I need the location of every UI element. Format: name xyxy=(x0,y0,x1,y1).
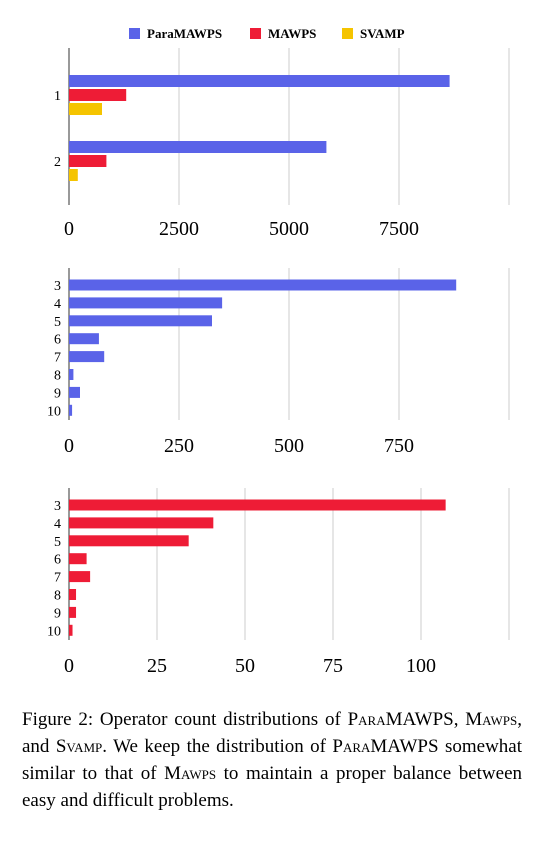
x-tick-label: 75 xyxy=(323,655,343,677)
x-tick-label: 25 xyxy=(147,655,167,677)
bar-paramawps-7 xyxy=(69,351,105,363)
bar-paramawps-4 xyxy=(69,297,223,309)
chart-operators-1-2: 0 2500 5000 7500 1 2 xyxy=(54,48,510,240)
legend-swatch-svamp xyxy=(342,28,353,39)
category-label: 8 xyxy=(54,589,61,604)
x-tick-label: 500 xyxy=(274,435,304,457)
bar-svamp-2 xyxy=(69,169,78,181)
category-label: 3 xyxy=(54,499,61,514)
x-tick-label: 50 xyxy=(235,655,255,677)
figure-caption: Figure 2: Operator count distributions o… xyxy=(22,706,522,814)
bar-paramawps-8 xyxy=(69,369,74,380)
bar-mawps-3 xyxy=(69,499,446,511)
bar-mawps-9 xyxy=(69,606,77,618)
legend-label-svamp: SVAMP xyxy=(360,26,405,41)
category-label: 5 xyxy=(54,535,61,550)
bar-paramawps-5 xyxy=(69,315,212,327)
category-label: 4 xyxy=(54,297,61,312)
caption-text: , xyxy=(453,709,466,730)
chart-paramawps-operators-3-10: 0 250 500 750 3 4 5 6 7 8 9 10 xyxy=(47,268,510,457)
caption-svamp: Svamp xyxy=(55,736,103,757)
legend-label-mawps: MAWPS xyxy=(268,26,316,41)
x-tick-label: 5000 xyxy=(269,218,309,240)
bar-paramawps-6 xyxy=(69,333,99,345)
bar-paramawps-10 xyxy=(69,404,73,416)
x-tick-label: 0 xyxy=(64,435,74,457)
category-label: 7 xyxy=(54,351,61,366)
bar-mawps-5 xyxy=(69,535,189,547)
bar-mawps-2 xyxy=(69,155,107,167)
bar-paramawps-9 xyxy=(69,386,80,398)
category-label: 9 xyxy=(54,386,61,401)
category-label: 7 xyxy=(54,571,61,586)
x-tick-label: 750 xyxy=(384,435,414,457)
category-label: 5 xyxy=(54,315,61,330)
bar-mawps-4 xyxy=(69,517,214,529)
caption-mawps: Mawps xyxy=(164,763,217,784)
bar-paramawps-1 xyxy=(69,75,450,87)
x-tick-label: 250 xyxy=(164,435,194,457)
chart-legend: ParaMAWPS MAWPS SVAMP xyxy=(129,26,405,41)
chart-mawps-operators-3-10: 0 25 50 75 100 3 4 5 6 7 8 9 10 xyxy=(47,488,510,677)
category-label: 8 xyxy=(54,369,61,384)
caption-paramawps-suffix: MAWPS xyxy=(385,709,454,730)
caption-text: somewhat similar to that of xyxy=(22,736,523,784)
legend-swatch-paramawps xyxy=(129,28,140,39)
bar-mawps-6 xyxy=(69,553,87,565)
x-tick-label: 0 xyxy=(64,655,74,677)
x-tick-label: 2500 xyxy=(159,218,199,240)
bar-svamp-1 xyxy=(69,103,102,115)
caption-text: . We keep the distribution of xyxy=(102,736,333,757)
caption-paramawps-prefix: Para xyxy=(332,736,371,757)
category-label: 1 xyxy=(54,89,61,104)
caption-paramawps-prefix: Para xyxy=(347,709,386,730)
category-label: 4 xyxy=(54,517,61,532)
caption-text: to maintain a proper balance between eas… xyxy=(22,763,522,811)
legend-swatch-mawps xyxy=(250,28,261,39)
category-label: 10 xyxy=(47,404,61,419)
category-label: 2 xyxy=(54,155,61,170)
caption-text: Operator count distributions of xyxy=(93,709,348,730)
category-label: 9 xyxy=(54,606,61,621)
bar-paramawps-2 xyxy=(69,141,327,153)
legend-label-paramawps: ParaMAWPS xyxy=(147,26,222,41)
bar-mawps-8 xyxy=(69,589,77,600)
category-label: 3 xyxy=(54,279,61,294)
caption-text: , and xyxy=(22,709,522,757)
x-tick-label: 7500 xyxy=(379,218,419,240)
x-tick-label: 100 xyxy=(406,655,436,677)
bar-paramawps-3 xyxy=(69,279,457,291)
category-label: 6 xyxy=(54,553,61,568)
x-tick-label: 0 xyxy=(64,218,74,240)
caption-label: Figure 2: xyxy=(22,709,94,730)
bar-mawps-10 xyxy=(69,624,73,636)
bar-mawps-1 xyxy=(69,89,127,101)
category-label: 6 xyxy=(54,333,61,348)
category-label: 10 xyxy=(47,624,61,639)
bar-mawps-7 xyxy=(69,571,91,583)
caption-paramawps-suffix: MAWPS xyxy=(370,736,439,757)
caption-mawps: Mawps xyxy=(465,709,518,730)
